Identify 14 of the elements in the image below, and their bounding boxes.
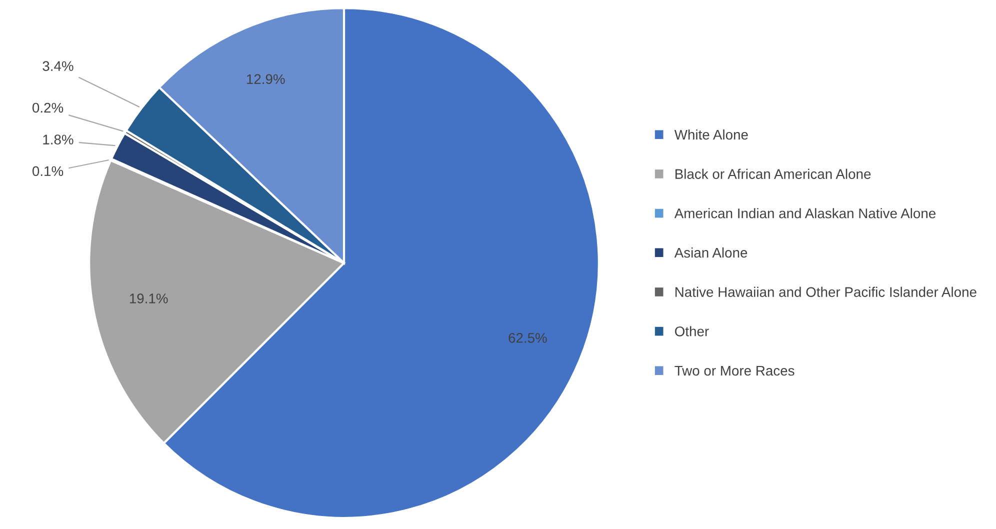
data-label: 3.4% (42, 61, 74, 71)
data-label: 1.8% (43, 134, 74, 144)
legend-label: White Alone (674, 129, 748, 140)
data-label: 0.2% (32, 102, 64, 113)
data-label: 62.5% (508, 332, 547, 343)
legend-label: American Indian and Alaskan Native Alone (674, 208, 936, 218)
legend-label: Native Hawaiian and Other Pacific Islander Alone (676, 286, 976, 297)
legend-label: Two or More Races (674, 366, 794, 376)
legend-label: Other (675, 326, 709, 336)
data-label: 19.1% (130, 294, 168, 304)
legend-label: Asian Alone (674, 247, 748, 258)
data-label: 0.1% (32, 166, 64, 176)
legend-label: Black or African American Alone (676, 168, 871, 179)
data-label: 12.9% (246, 74, 285, 84)
